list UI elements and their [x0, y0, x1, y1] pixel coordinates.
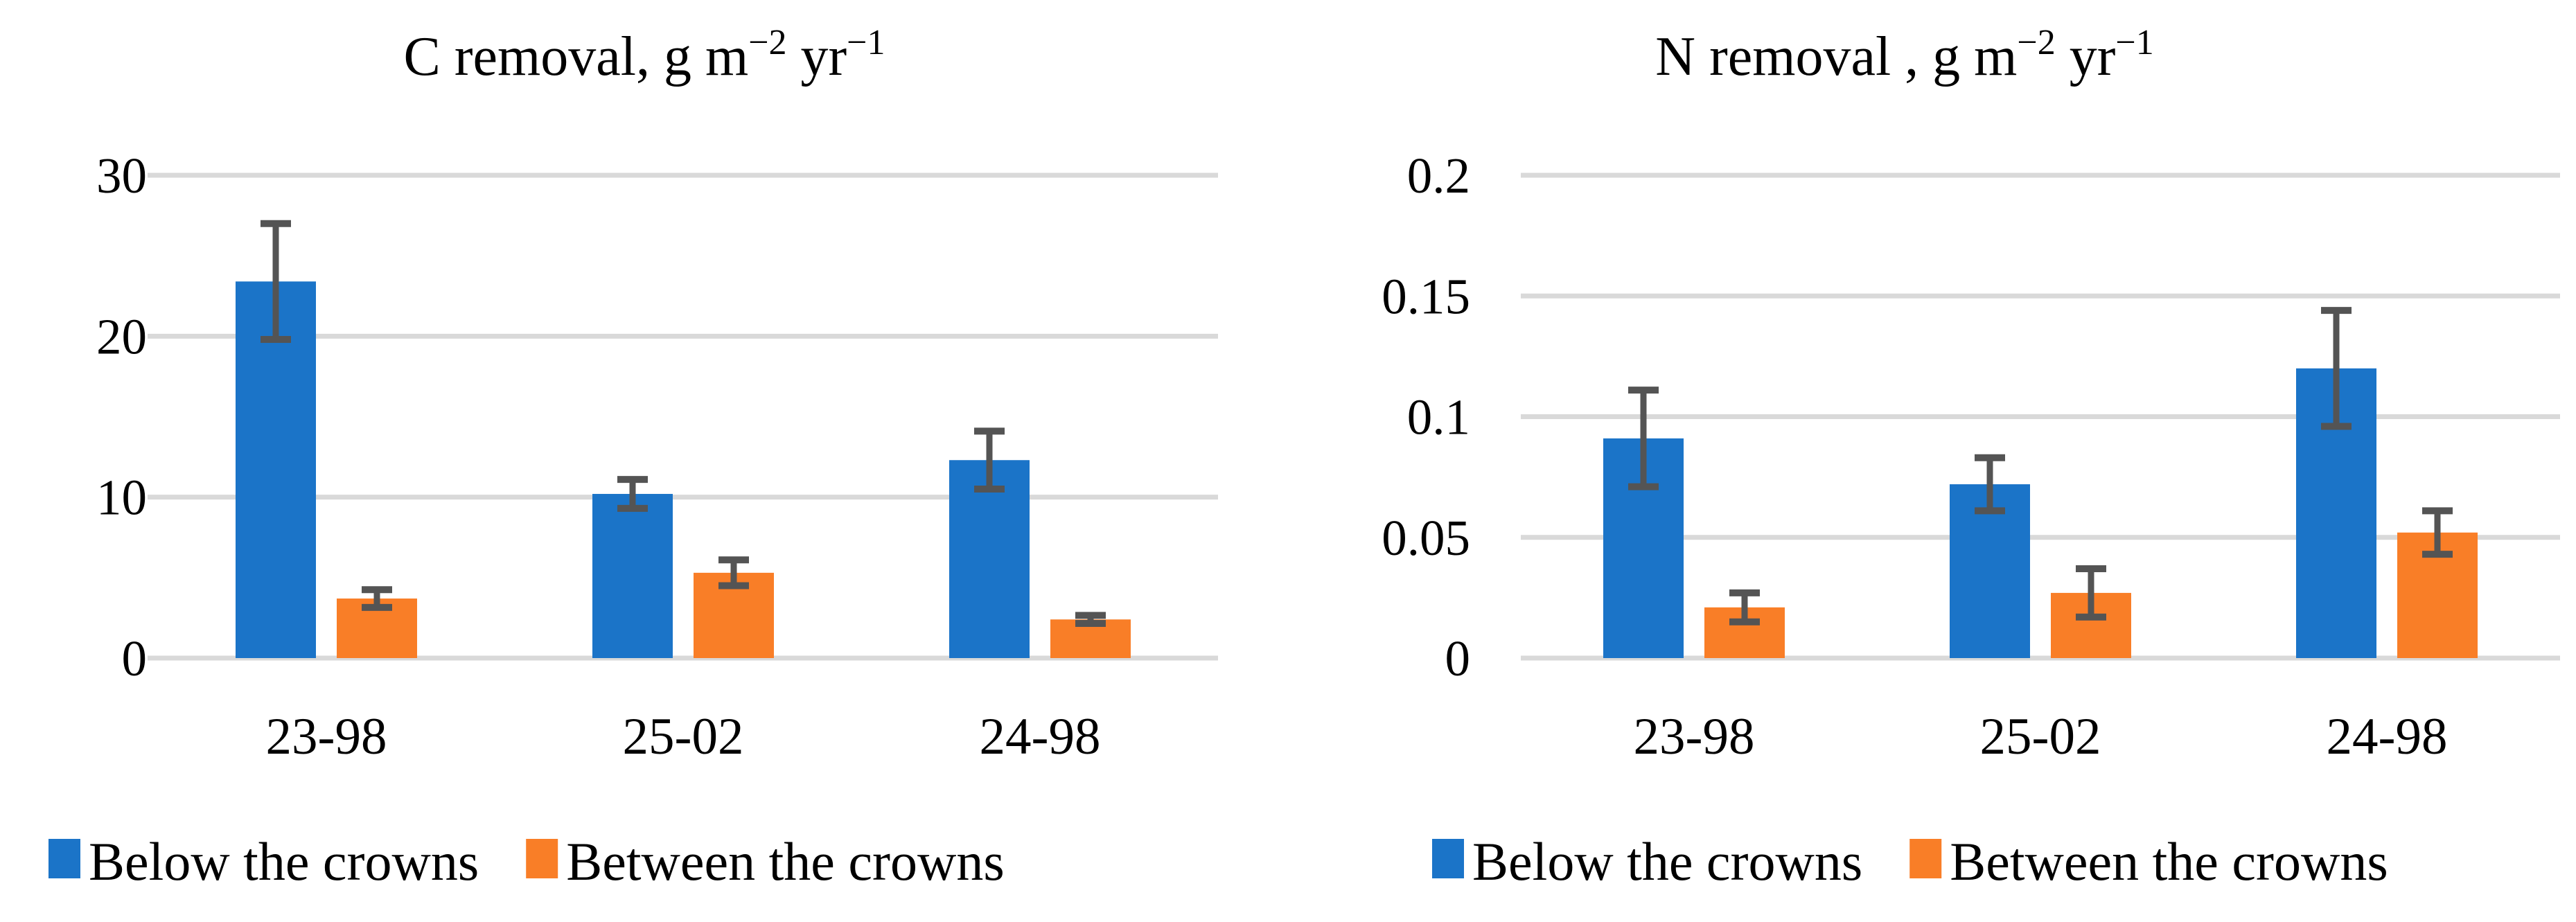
error-bars-between-the-crowns: [1729, 507, 2453, 626]
legend-swatch-below-the-crowns: [1432, 839, 1464, 878]
legend: Below the crowns Between the crowns: [1432, 831, 2388, 892]
chart-title: N removal , g m−2 yr−1: [1655, 23, 2153, 87]
x-axis-category-label: 25-02: [623, 708, 744, 765]
y-axis-tick-label: 0: [122, 630, 148, 686]
chart-c-removal: 0 10 20 30 23-98 25-02 24-98 C removal, g m−2 y…: [0, 0, 1288, 922]
x-axis-category-label: 24-98: [980, 708, 1101, 765]
error-bars-below-the-crowns: [261, 220, 1005, 512]
legend-label-between-the-crowns: Between the crowns: [1950, 831, 2388, 892]
y-axis-tick-labels: 0 0.05 0.1 0.15 0.2: [1382, 148, 1470, 686]
y-axis-tick-label: 30: [96, 148, 147, 204]
chart-background: [0, 0, 1288, 922]
x-axis-category-label: 25-02: [1980, 708, 2101, 765]
y-axis-tick-label: 0.05: [1382, 510, 1470, 566]
y-axis-tick-labels: 0 10 20 30: [96, 148, 147, 686]
y-axis-tick-label: 0.1: [1407, 389, 1470, 445]
bar: [592, 494, 673, 658]
x-axis-category-labels: 23-98 25-02 24-98: [266, 708, 1101, 765]
legend-label-below-the-crowns: Below the crowns: [89, 831, 479, 892]
y-axis-tick-label: 0.2: [1407, 148, 1470, 204]
legend-swatch-between-the-crowns: [1909, 839, 1942, 878]
legend-swatch-between-the-crowns: [526, 839, 558, 878]
legend-label-below-the-crowns: Below the crowns: [1472, 831, 1862, 892]
bars-between-the-crowns: [1704, 532, 2478, 658]
legend: Below the crowns Between the crowns: [48, 831, 1005, 892]
n-removal-chart-svg: 0 0.05 0.1 0.15 0.2 23-98 25-02 24-98 N removal …: [1288, 0, 2576, 922]
chart-title: C removal, g m−2 yr−1: [404, 23, 885, 87]
bars-below-the-crowns: [236, 281, 1030, 659]
y-axis-tick-label: 0.15: [1382, 268, 1470, 324]
c-removal-chart-svg: 0 10 20 30 23-98 25-02 24-98 C removal, g m−2 y…: [0, 0, 1288, 922]
error-bars-between-the-crowns: [362, 556, 1106, 628]
y-axis-tick-label: 20: [96, 308, 147, 364]
gridlines: [1521, 172, 2560, 661]
x-axis-category-label: 23-98: [1634, 708, 1755, 765]
y-axis-tick-label: 10: [96, 470, 147, 526]
x-axis-category-label: 23-98: [266, 708, 387, 765]
legend-swatch-below-the-crowns: [48, 839, 80, 878]
legend-label-between-the-crowns: Between the crowns: [566, 831, 1004, 892]
gridlines: [148, 172, 1218, 661]
x-axis-category-labels: 23-98 25-02 24-98: [1634, 708, 2448, 765]
bar: [236, 281, 316, 659]
bar: [949, 460, 1030, 658]
y-axis-tick-label: 0: [1445, 630, 1471, 686]
chart-n-removal: 0 0.05 0.1 0.15 0.2 23-98 25-02 24-98 N removal …: [1288, 0, 2576, 922]
chart-background: [1288, 0, 2576, 922]
error-bars-below-the-crowns: [1628, 307, 2352, 515]
x-axis-category-label: 24-98: [2327, 708, 2448, 765]
